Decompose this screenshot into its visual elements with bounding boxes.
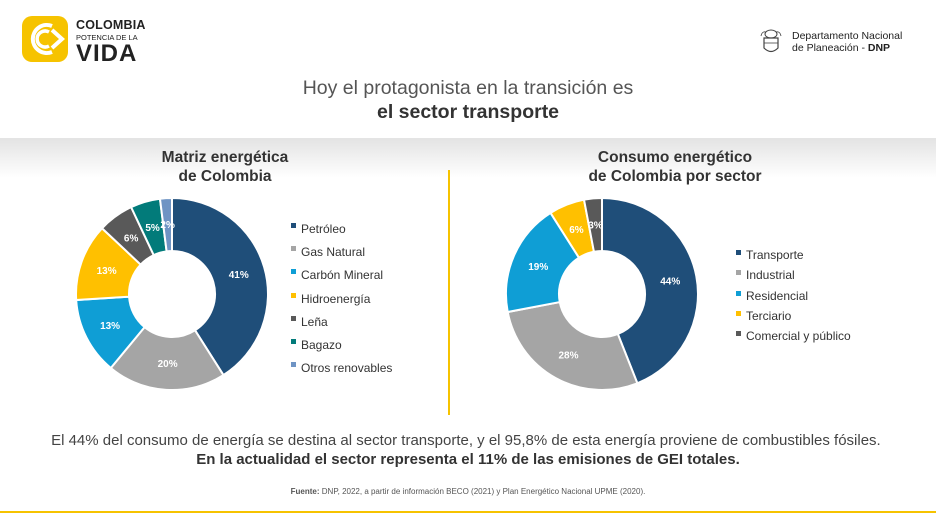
data-label: 6% (124, 233, 139, 244)
logo-text-line1: COLOMBIA (76, 18, 146, 32)
legend-swatch (736, 270, 741, 276)
dnp-logo: Departamento Nacional de Planeación - DN… (760, 28, 930, 58)
legend-swatch (291, 292, 296, 298)
legend-item: Hidroenergía (291, 288, 392, 311)
legend-label: Hidroenergía (301, 291, 371, 306)
slice-gas-natural (109, 325, 225, 391)
slice-comercial-y-público (582, 196, 603, 253)
chart-divider (448, 170, 450, 415)
source-text: DNP, 2022, a partir de información BECO … (321, 487, 646, 496)
logo-mark-icon (22, 16, 68, 62)
chart1-title-line1: Matriz energética (161, 149, 289, 166)
legend-swatch (291, 315, 296, 321)
chart1-title-line2: de Colombia (178, 168, 272, 185)
data-label: 13% (100, 321, 120, 332)
legend-label: Petróleo (301, 222, 346, 236)
donut-hole (129, 251, 215, 337)
legend-item: Residencial (736, 286, 851, 306)
section-band (0, 138, 936, 178)
data-label: 6% (569, 225, 584, 236)
data-label: 20% (158, 359, 178, 370)
slice-transporte (601, 196, 699, 385)
legend-item: Petróleo (291, 218, 392, 241)
chart2-title-line1: Consumo energético (597, 149, 753, 166)
slice-industrial (506, 300, 639, 391)
legend-item: Carbón Mineral (291, 264, 392, 287)
legend-item: Leña (291, 311, 392, 334)
legend-swatch (736, 250, 741, 255)
legend-swatch (736, 310, 741, 316)
legend-label: Leña (301, 314, 328, 329)
legend-label: Bagazo (301, 338, 342, 353)
donut-hole (559, 251, 645, 337)
donut-chart-consumo: 44% 28% 19% 6% 3% (505, 196, 699, 391)
legend-item: Transporte (736, 245, 851, 265)
data-label: 19% (528, 262, 548, 273)
legend-item: Gas Natural (291, 241, 392, 264)
legend-matriz: Petróleo Gas Natural Carbón Mineral Hidroen… (291, 218, 392, 380)
colombia-logo: COLOMBIA POTENCIA DE LA VIDA (22, 16, 172, 67)
data-label: 3% (588, 220, 603, 231)
legend-label: Gas Natural (301, 245, 366, 260)
legend-swatch (291, 339, 296, 345)
logo-text-line3: VIDA (76, 40, 138, 67)
headline-line2: el sector transporte (376, 101, 560, 123)
headline-line1: Hoy el protagonista en la transición es (302, 77, 634, 99)
legend-label: Terciario (746, 308, 792, 323)
dnp-name-line1: Departamento Nacional (792, 30, 903, 42)
data-label: 28% (559, 350, 579, 361)
chart2-title-line2: de Colombia por sector (588, 168, 762, 185)
legend-label: Industrial (746, 268, 795, 283)
legend-label: Transporte (746, 248, 804, 262)
chart2-title: Consumo energético de Colombia por secto… (550, 148, 800, 186)
legend-label: Comercial y público (746, 329, 851, 344)
data-label: 41% (229, 270, 249, 281)
chart1-title: Matriz energética de Colombia (110, 148, 340, 186)
data-label: 13% (97, 266, 117, 277)
slice-otros-renovables (158, 196, 173, 253)
headline: Hoy el protagonista en la transición es … (0, 77, 936, 124)
dnp-prefix: de Planeación - (792, 42, 868, 54)
legend-item: Terciario (736, 306, 851, 326)
logo-text-line2: POTENCIA DE LA (76, 33, 138, 42)
legend-item: Otros renovables (291, 357, 392, 380)
summary-normal: El 44% del consumo de energía se destina… (51, 432, 881, 449)
legend-swatch (291, 269, 296, 275)
data-label: 44% (660, 276, 680, 287)
donut-chart-matriz: 41% 20% 13% 13% 6% 5% 2% (75, 196, 269, 391)
legend-item: Comercial y público (736, 326, 851, 346)
dnp-acronym: DNP (867, 42, 891, 54)
data-label: 5% (145, 223, 160, 234)
legend-label: Residencial (746, 288, 809, 303)
legend-swatch (291, 246, 296, 252)
source-label: Fuente: (290, 487, 320, 496)
source-note: Fuente: DNP, 2022, a partir de informaci… (0, 487, 936, 496)
legend-label: Otros renovables (301, 361, 393, 376)
dnp-name-line2: de Planeación - DNP (792, 42, 890, 54)
legend-item: Industrial (736, 265, 851, 285)
legend-label: Carbón Mineral (301, 268, 384, 283)
legend-item: Bagazo (291, 334, 392, 357)
legend-consumo: Transporte Industrial Residencial Terciario… (736, 245, 851, 346)
summary-bold: En la actualidad el sector representa el… (196, 451, 740, 468)
footer-line (0, 511, 936, 513)
legend-swatch (736, 290, 741, 296)
summary-text: El 44% del consumo de energía se destina… (40, 431, 896, 469)
legend-swatch (291, 362, 296, 368)
legend-swatch (291, 223, 296, 228)
header-area (0, 0, 936, 138)
data-label: 2% (160, 220, 175, 231)
legend-swatch (736, 331, 741, 337)
coat-of-arms-icon (760, 29, 782, 53)
slice-residencial (505, 211, 581, 314)
